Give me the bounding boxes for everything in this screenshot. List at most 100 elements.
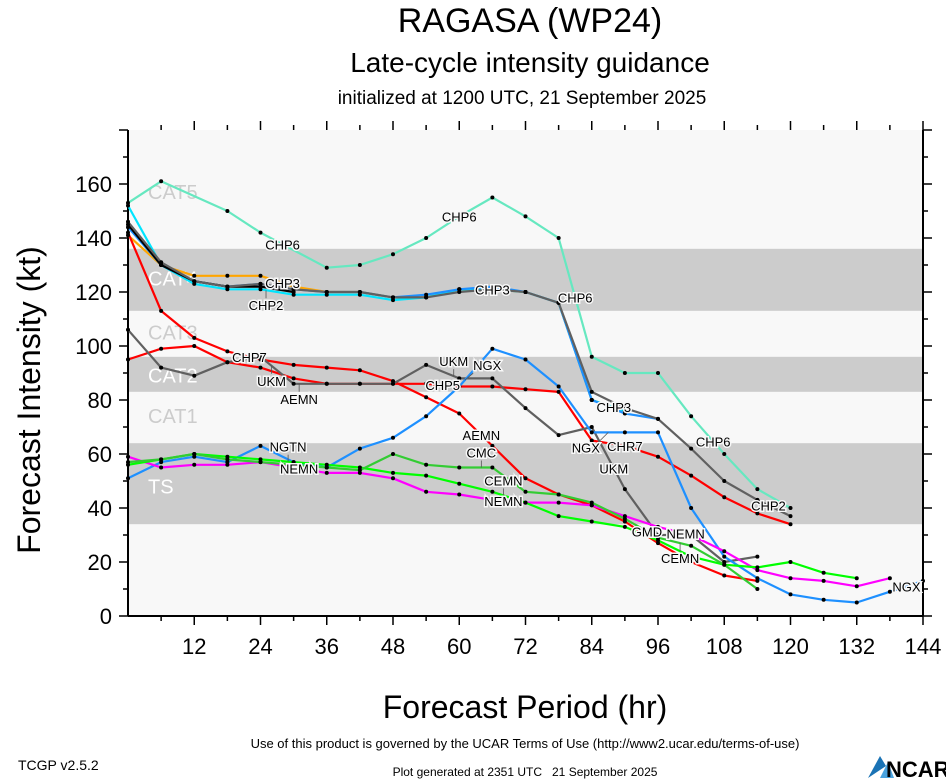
data-point (689, 560, 694, 564)
line-label: NGX (473, 358, 502, 373)
x-tick-label: 60 (447, 634, 471, 659)
data-point (689, 543, 694, 548)
data-point (391, 452, 395, 456)
data-point (126, 357, 130, 362)
line-label: CHP6 (265, 237, 300, 252)
data-point (523, 214, 528, 219)
data-point (689, 533, 694, 537)
line-label: NEMN (280, 461, 318, 476)
data-point (788, 506, 793, 510)
data-point (523, 290, 528, 294)
y-tick-label: 160 (75, 172, 112, 197)
data-point (622, 524, 627, 529)
data-point (921, 578, 925, 583)
chart-init-time: initialized at 1200 UTC, 21 September 20… (338, 88, 707, 109)
band-label-cat1: CAT1 (148, 406, 198, 428)
data-point (126, 460, 130, 465)
data-point (523, 406, 528, 411)
data-point (291, 287, 296, 292)
data-point (722, 495, 727, 500)
data-point (656, 416, 660, 421)
data-point (291, 381, 296, 386)
data-point (457, 376, 462, 381)
data-point (457, 481, 462, 486)
data-point (225, 349, 230, 354)
line-label: CHP2 (751, 498, 786, 513)
data-point (722, 573, 727, 578)
band-label-cat2: CAT2 (148, 366, 198, 388)
version: TCGP v2.5.2 (18, 757, 99, 773)
data-point (357, 468, 362, 473)
data-point (225, 284, 230, 289)
axes: 0 20 40 60 80 100 120 140 160 12 24 36 48 60 72 84 96 108… (75, 121, 941, 659)
band-cat2 (128, 356, 923, 392)
line-label: CMC (467, 446, 497, 461)
data-point (126, 454, 130, 459)
line-label: CHP7 (232, 350, 267, 365)
data-point (457, 384, 462, 389)
data-point (424, 395, 429, 400)
data-point (854, 576, 859, 581)
data-point (689, 506, 694, 510)
data-point (490, 489, 495, 494)
band-label-cat3: CAT3 (148, 323, 198, 345)
series-line-6 (126, 232, 758, 582)
data-point (589, 389, 594, 394)
y-tick-label: 100 (75, 334, 112, 359)
data-point (656, 535, 660, 540)
series-line-8 (127, 329, 758, 564)
x-tick-label: 48 (381, 634, 405, 659)
x-tick-label: 132 (838, 634, 875, 659)
line-label: CHP6 (558, 290, 593, 305)
line-label: CHP6 (696, 434, 731, 449)
line-label: CHP3 (596, 400, 631, 415)
data-point (821, 597, 826, 602)
data-point (192, 335, 197, 340)
data-point (755, 554, 760, 559)
data-point (656, 430, 660, 435)
data-point (258, 281, 263, 286)
data-point (391, 381, 395, 386)
data-point (788, 560, 793, 564)
series-lines (126, 179, 925, 605)
data-point (291, 462, 296, 467)
x-tick-label: 24 (248, 634, 272, 659)
data-point (622, 430, 627, 435)
data-point (357, 446, 362, 451)
data-point (258, 460, 263, 465)
data-point (788, 592, 793, 597)
line-label: CHP6 (442, 209, 477, 224)
data-point (324, 290, 329, 294)
x-tick-label: 96 (646, 634, 670, 659)
data-point (424, 295, 429, 300)
x-tick-label: 36 (315, 634, 339, 659)
data-point (424, 381, 429, 386)
y-tick-label: 120 (75, 280, 112, 305)
data-point (622, 443, 627, 448)
line-label: UKM (257, 374, 286, 389)
plot-generated: Plot generated at 2351 UTC 21 September … (393, 765, 658, 779)
data-point (589, 398, 594, 402)
label-leader (599, 432, 609, 441)
line-label: CHP2 (249, 298, 284, 313)
y-tick-label: 40 (88, 496, 112, 521)
data-point (159, 346, 164, 351)
data-point (656, 524, 660, 529)
data-point (854, 600, 859, 605)
line-labels: CHP6 CHP6 CHP6 CHP6 CHP3 CHP3 CHP3 CHP2 CHP2 CHP7… (231, 208, 923, 596)
data-point (126, 476, 130, 481)
x-tick-label: 144 (905, 634, 942, 659)
data-point (788, 522, 793, 527)
line-label: CHR7 (607, 439, 642, 454)
data-point (755, 487, 760, 492)
data-point (556, 389, 561, 394)
data-point (457, 465, 462, 470)
data-point (159, 308, 164, 313)
data-point (258, 273, 263, 278)
data-point (291, 376, 296, 381)
ncar-logo: NCAR (868, 756, 946, 780)
data-point (490, 497, 495, 502)
data-point (755, 565, 760, 570)
data-point (424, 362, 429, 367)
